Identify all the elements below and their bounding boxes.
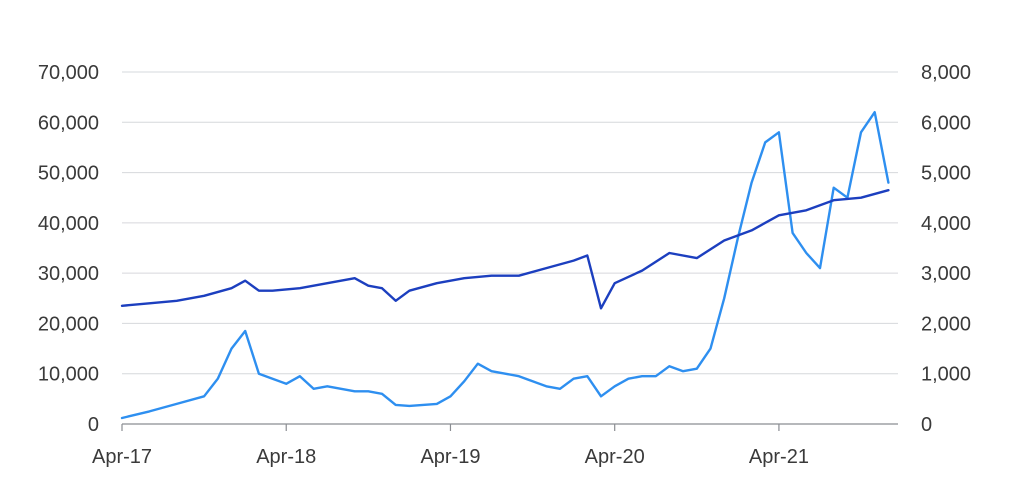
series-line-left-axis: [120, 110, 890, 420]
x-tick-label: Apr-18: [256, 446, 316, 468]
gridlines: [122, 71, 898, 375]
left-y-tick-label: 0: [88, 414, 99, 436]
right-y-axis-labels: 0 1,000 2,000 3,000 4,000 5,000 6,000 8,000: [921, 62, 971, 436]
x-tick-label: Apr-21: [749, 446, 809, 468]
left-y-tick-label: 10,000: [38, 364, 99, 386]
left-y-tick-label: 70,000: [38, 62, 99, 84]
right-y-tick-label: 4,000: [921, 213, 971, 235]
right-y-tick-label: 8,000: [921, 62, 971, 84]
left-y-tick-label: 30,000: [38, 263, 99, 285]
x-tick-label: Apr-20: [585, 446, 645, 468]
x-axis-labels: Apr-17 Apr-18 Apr-19 Apr-20 Apr-21: [92, 446, 809, 468]
x-tick-label: Apr-19: [420, 446, 480, 468]
right-y-tick-label: 5,000: [921, 163, 971, 185]
left-y-tick-label: 20,000: [38, 313, 99, 335]
left-y-tick-label: 50,000: [38, 163, 99, 185]
x-axis: [121, 423, 898, 431]
right-y-tick-label: 6,000: [921, 112, 971, 134]
right-y-tick-label: 1,000: [921, 364, 971, 386]
right-y-tick-label: 0: [921, 414, 932, 436]
left-y-tick-label: 40,000: [38, 213, 99, 235]
right-y-tick-label: 3,000: [921, 263, 971, 285]
x-tick-label: Apr-17: [92, 446, 152, 468]
series-line-right-axis: [120, 188, 890, 310]
left-y-axis-labels: 0 10,000 20,000 30,000 40,000 50,000 60,000 70,…: [38, 62, 99, 436]
left-y-tick-label: 60,000: [38, 112, 99, 134]
right-y-tick-label: 2,000: [921, 313, 971, 335]
series-lines: [120, 110, 890, 420]
